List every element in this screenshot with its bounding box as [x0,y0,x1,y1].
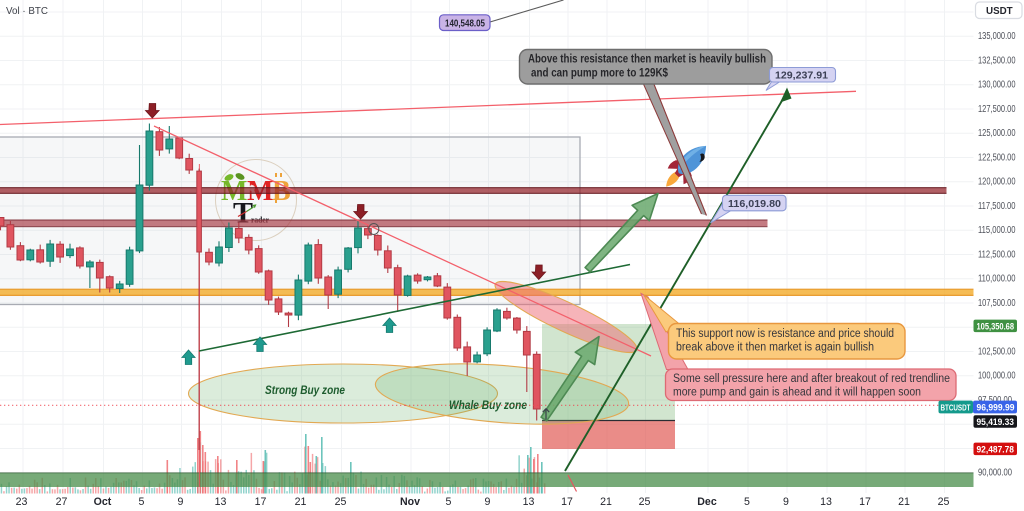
svg-text:25: 25 [938,496,950,508]
svg-text:115,000.00: 115,000.00 [978,225,1016,236]
svg-text:95,419.33: 95,419.33 [977,416,1015,427]
svg-text:129,237.91: 129,237.91 [775,70,828,81]
svg-text:9: 9 [485,496,491,508]
svg-text:110,000.00: 110,000.00 [978,274,1016,285]
svg-text:90,000.00: 90,000.00 [978,468,1012,479]
svg-text:Nov: Nov [400,496,420,508]
svg-text:Dec: Dec [697,496,717,508]
svg-text:Whale Buy zone: Whale Buy zone [449,398,527,412]
svg-text:13: 13 [820,496,832,508]
svg-text:112,500.00: 112,500.00 [978,249,1016,260]
svg-text:120,000.00: 120,000.00 [978,177,1016,188]
svg-text:96,999.99: 96,999.99 [977,401,1015,412]
svg-text:and can pump more to 129K$: and can pump more to 129K$ [531,67,668,80]
svg-text:116,019.80: 116,019.80 [728,199,781,210]
svg-text:25: 25 [335,496,347,508]
svg-text:5: 5 [744,496,750,508]
svg-text:21: 21 [600,496,612,508]
svg-text:13: 13 [523,496,535,508]
svg-text:Strong Buy zone: Strong Buy zone [265,383,345,397]
svg-text:132,500.00: 132,500.00 [978,56,1016,67]
svg-text:117,500.00: 117,500.00 [978,201,1016,212]
svg-text:Some sell pressure here and af: Some sell pressure here and after breako… [673,373,950,385]
svg-text:100,000.00: 100,000.00 [978,371,1016,382]
svg-text:Oct: Oct [94,496,112,508]
svg-text:25: 25 [639,496,651,508]
svg-text:17: 17 [859,496,871,508]
svg-text:17: 17 [255,496,267,508]
svg-text:125,000.00: 125,000.00 [978,128,1016,139]
svg-text:more pump and gain is ahead an: more pump and gain is ahead and it will … [673,387,921,399]
svg-text:USDT: USDT [986,6,1013,17]
svg-text:This support now is resistance: This support now is resistance and price… [676,328,894,340]
svg-text:92,487.78: 92,487.78 [977,443,1015,454]
svg-text:135,000.00: 135,000.00 [978,31,1016,42]
svg-text:break above it then market is: break above it then market is again bull… [676,342,874,354]
svg-text:5: 5 [446,496,452,508]
svg-text:102,500.00: 102,500.00 [978,347,1016,358]
svg-text:127,500.00: 127,500.00 [978,104,1016,115]
svg-text:9: 9 [783,496,789,508]
svg-text:9: 9 [178,496,184,508]
svg-text:97,500.00: 97,500.00 [978,395,1012,406]
svg-text:105,350.68: 105,350.68 [977,320,1015,331]
svg-text:Vol · BTC: Vol · BTC [6,6,48,17]
svg-text:140,548.05: 140,548.05 [445,18,485,29]
svg-text:21: 21 [295,496,307,508]
svg-text:BTCUSDT: BTCUSDT [941,403,971,412]
svg-text:107,500.00: 107,500.00 [978,298,1016,309]
svg-text:23: 23 [16,496,28,508]
svg-text:17: 17 [561,496,573,508]
svg-text:13: 13 [215,496,227,508]
svg-text:130,000.00: 130,000.00 [978,80,1016,91]
svg-text:Above this resistance then mar: Above this resistance then market is hea… [528,53,766,66]
svg-text:21: 21 [898,496,910,508]
svg-text:5: 5 [139,496,145,508]
svg-text:122,500.00: 122,500.00 [978,152,1016,163]
svg-text:27: 27 [56,496,68,508]
